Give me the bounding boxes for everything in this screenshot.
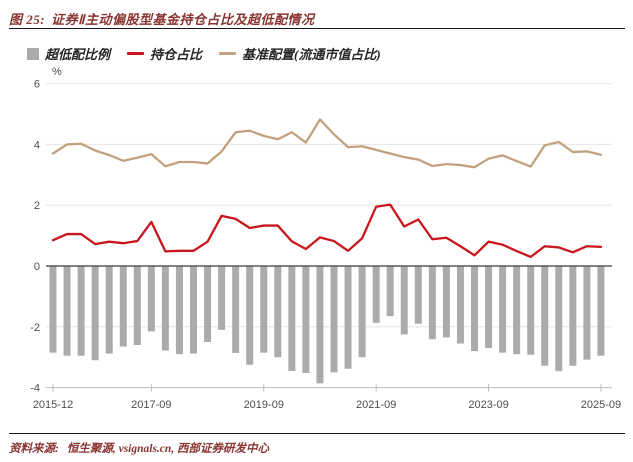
- footer-divider: [9, 433, 625, 434]
- legend-item-underallocation: 超低配比例: [27, 44, 110, 63]
- svg-text:2021-09: 2021-09: [356, 399, 396, 411]
- line-swatch-icon: [219, 51, 237, 56]
- svg-text:0: 0: [34, 261, 40, 273]
- svg-text:2017-09: 2017-09: [131, 399, 171, 411]
- svg-text:-4: -4: [30, 383, 40, 395]
- legend-label: 超低配比例: [45, 47, 111, 62]
- svg-text:6: 6: [34, 79, 40, 91]
- bar-swatch-icon: [27, 47, 39, 60]
- svg-text:%: %: [52, 66, 62, 78]
- svg-text:-2: -2: [30, 322, 40, 334]
- line-swatch-icon: [127, 51, 145, 56]
- legend-label: 基准配置(流通市值占比): [242, 47, 381, 62]
- source-text: 恒生聚源, vsignals.cn, 西部证券研发中心: [66, 443, 270, 455]
- svg-text:2: 2: [34, 200, 40, 212]
- title-divider: [9, 28, 625, 29]
- svg-text:2025-09: 2025-09: [581, 399, 621, 411]
- chart-legend: 超低配比例 持仓占比 基准配置(流通市值占比): [27, 44, 381, 63]
- figure-number: 图 25:: [9, 12, 46, 27]
- legend-item-benchmark: 基准配置(流通市值占比): [219, 44, 381, 63]
- svg-text:4: 4: [34, 139, 40, 151]
- source-label: 资料来源:: [9, 443, 59, 455]
- legend-item-holding-ratio: 持仓占比: [127, 44, 202, 63]
- svg-text:2015-12: 2015-12: [33, 399, 73, 411]
- svg-text:2019-09: 2019-09: [244, 399, 284, 411]
- figure-title-text: 证券Ⅱ主动偏股型基金持仓占比及超低配情况: [51, 12, 315, 27]
- source-note: 资料来源: 恒生聚源, vsignals.cn, 西部证券研发中心: [9, 440, 625, 456]
- legend-label: 持仓占比: [150, 47, 203, 62]
- svg-text:2023-09: 2023-09: [468, 399, 508, 411]
- figure-title: 图 25: 证券Ⅱ主动偏股型基金持仓占比及超低配情况: [9, 9, 625, 28]
